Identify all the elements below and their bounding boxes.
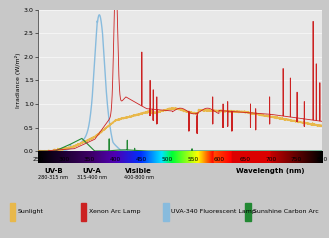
Text: 750: 750 (291, 157, 302, 162)
Y-axis label: Irradiance (W/m²): Irradiance (W/m²) (15, 53, 21, 108)
Text: Sunshine Carbon Arc: Sunshine Carbon Arc (253, 209, 319, 214)
Text: Wavelength (nm): Wavelength (nm) (237, 168, 305, 174)
Bar (163, 203, 168, 221)
Text: 300: 300 (58, 157, 69, 162)
Text: UV-B: UV-B (44, 168, 63, 174)
Text: 400: 400 (110, 157, 121, 162)
Text: Sunlight: Sunlight (18, 209, 43, 214)
Text: Xenon Arc Lamp: Xenon Arc Lamp (89, 209, 140, 214)
Text: 650: 650 (239, 157, 250, 162)
Text: 315-400 nm: 315-400 nm (77, 174, 107, 179)
Text: 700: 700 (265, 157, 276, 162)
Bar (245, 203, 251, 221)
Bar (81, 203, 87, 221)
Text: UV-A: UV-A (83, 168, 102, 174)
Text: 350: 350 (84, 157, 95, 162)
Text: Visible: Visible (125, 168, 152, 174)
Text: 550: 550 (188, 157, 199, 162)
Text: 250: 250 (32, 157, 43, 162)
Text: 280-315 nm: 280-315 nm (38, 174, 68, 179)
Text: 500: 500 (162, 157, 173, 162)
Bar (10, 203, 15, 221)
Text: UVA-340 Fluorescent Lamp: UVA-340 Fluorescent Lamp (171, 209, 256, 214)
Text: 400-800 nm: 400-800 nm (124, 174, 154, 179)
Text: 600: 600 (214, 157, 224, 162)
Text: 800: 800 (317, 157, 328, 162)
Text: 450: 450 (136, 157, 147, 162)
